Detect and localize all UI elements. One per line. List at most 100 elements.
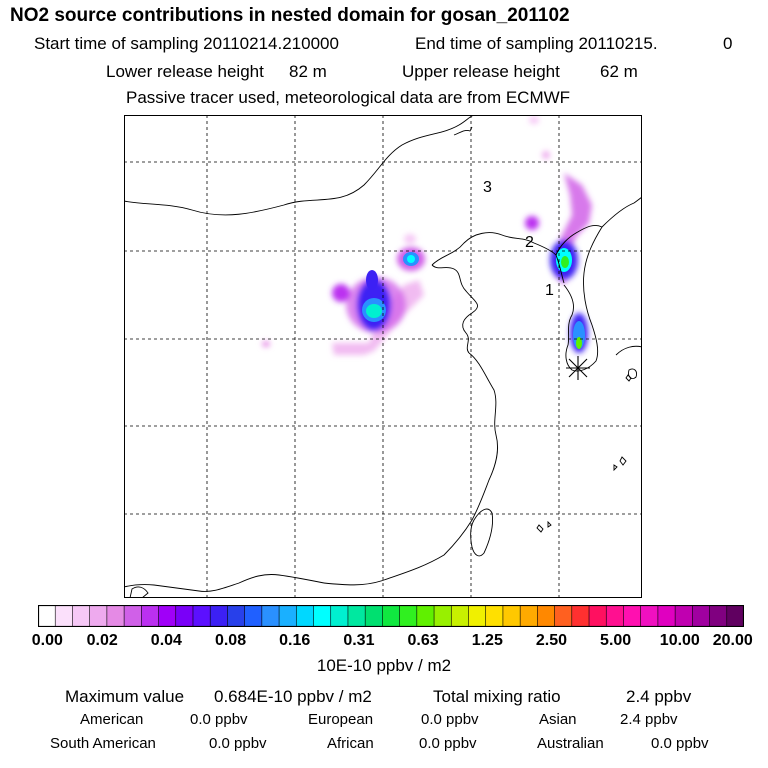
colorbar-swatch — [537, 605, 556, 627]
colorbar-swatch — [295, 605, 315, 627]
plume-sk-center — [576, 337, 582, 349]
colorbar — [38, 605, 744, 627]
colorbar-swatch — [502, 605, 521, 627]
colorbar-swatch — [313, 605, 332, 627]
region-african-value: 0.0 ppbv — [419, 735, 477, 752]
colorbar-swatch — [605, 605, 625, 627]
island-d — [536, 524, 544, 533]
colorbar-frame — [38, 605, 744, 627]
plume-west-cell — [332, 284, 350, 302]
colorbar-swatch — [141, 605, 160, 627]
plume-sk-core — [573, 321, 585, 349]
tracer-note: Passive tracer used, meteorological data… — [126, 88, 571, 107]
max-value: 0.684E-10 ppbv / m2 — [214, 687, 372, 706]
border-northeast — [453, 126, 473, 136]
colorbar-swatch — [330, 605, 349, 627]
colorbar-tick-label: 2.50 — [535, 632, 568, 649]
plot-title: NO2 source contributions in nested domai… — [10, 5, 570, 26]
korea-peninsula — [555, 196, 642, 256]
colorbar-swatch — [519, 605, 539, 627]
end-time-label: End time of sampling 20110215. — [415, 34, 658, 53]
colorbar-swatch — [38, 605, 56, 627]
colorbar-swatch — [416, 605, 435, 627]
colorbar-tick-label: 0.02 — [86, 632, 118, 649]
colorbar-tick-label: 0.16 — [279, 632, 311, 649]
colorbar-swatch — [657, 605, 676, 627]
colorbar-swatch — [450, 605, 470, 627]
region-european-name: European — [308, 711, 374, 728]
colorbar-swatch — [485, 605, 504, 627]
colorbar-swatch — [382, 605, 401, 627]
colorbar-tick-label: 0.63 — [407, 632, 439, 649]
colorbar-swatch — [89, 605, 108, 627]
region-south-american-name: South American — [50, 735, 156, 752]
colorbar-tick-label: 1.25 — [471, 632, 503, 649]
max-value-label: Maximum value — [65, 687, 185, 706]
japan-islands — [628, 368, 637, 380]
marker-1: 1 — [545, 282, 554, 299]
coast-bohai — [431, 232, 565, 284]
upper-release-value: 62 m — [600, 62, 638, 81]
colorbar-tick-label: 0.04 — [150, 632, 182, 649]
colorbar-swatch — [123, 605, 143, 627]
region-american-value: 0.0 ppbv — [190, 711, 248, 728]
colorbar-swatch — [347, 605, 366, 627]
colorbar-swatch — [278, 605, 297, 627]
taiwan — [470, 508, 493, 557]
colorbar-tick-label: 20.00 — [712, 632, 753, 649]
end-time-value: 0 — [723, 34, 733, 53]
colorbar-swatch — [399, 605, 418, 627]
colorbar-swatch — [192, 605, 211, 627]
region-african-name: African — [327, 735, 374, 752]
colorbar-unit: 10E-10 ppbv / m2 — [316, 656, 452, 675]
colorbar-swatch — [588, 605, 607, 627]
colorbar-swatch — [709, 605, 728, 627]
plume-east-top — [542, 151, 550, 159]
plume-tail-west — [262, 341, 270, 347]
marker-2: 2 — [525, 234, 534, 251]
coast-bohai-inner — [431, 264, 478, 354]
colorbar-tick-label: 10.00 — [659, 632, 700, 649]
lat-lon-grid — [124, 115, 642, 598]
plume-far-north — [404, 234, 416, 244]
start-time-label: Start time of sampling 20110214.210000 — [34, 34, 339, 53]
region-american-name: American — [80, 711, 144, 728]
map-panel: 3 2 1 — [124, 115, 642, 598]
plume-east-small — [525, 216, 539, 230]
coastlines — [124, 115, 642, 598]
colorbar-swatch — [364, 605, 384, 627]
border-north — [124, 115, 475, 216]
colorbar-swatch — [54, 605, 74, 627]
plume-east-center — [561, 256, 569, 268]
colorbar-swatch — [674, 605, 694, 627]
colorbar-swatch — [571, 605, 590, 627]
region-european-value: 0.0 ppbv — [421, 711, 479, 728]
total-mixing-value: 2.4 ppbv — [626, 687, 692, 706]
concentration-plumes — [262, 116, 592, 355]
plume-topmost — [529, 116, 539, 124]
colorbar-swatch — [72, 605, 91, 627]
plume-north-center — [407, 255, 415, 263]
plume-west-core — [366, 304, 382, 318]
marker-3: 3 — [483, 179, 492, 196]
colorbar-swatch — [554, 605, 573, 627]
colorbar-tick-label: 0.31 — [343, 632, 375, 649]
region-asian-name: Asian — [539, 711, 577, 728]
colorbar-tick-label: 5.00 — [600, 632, 632, 649]
island-c — [613, 464, 618, 472]
receptor-star-icon — [566, 356, 590, 380]
lower-release-value: 82 m — [289, 62, 327, 81]
korea-east — [563, 226, 603, 372]
island-e — [547, 520, 552, 528]
japan-kyushu — [615, 345, 642, 356]
colorbar-swatch — [433, 605, 452, 627]
region-australian-name: Australian — [537, 735, 604, 752]
coast-south-china — [124, 574, 325, 592]
colorbar-swatch — [158, 605, 177, 627]
colorbar-swatch — [106, 605, 125, 627]
region-australian-value: 0.0 ppbv — [651, 735, 709, 752]
colorbar-tick-label: 0.00 — [31, 632, 63, 649]
colorbar-swatch — [261, 605, 280, 627]
island-b — [619, 456, 627, 466]
island-a — [625, 374, 632, 382]
